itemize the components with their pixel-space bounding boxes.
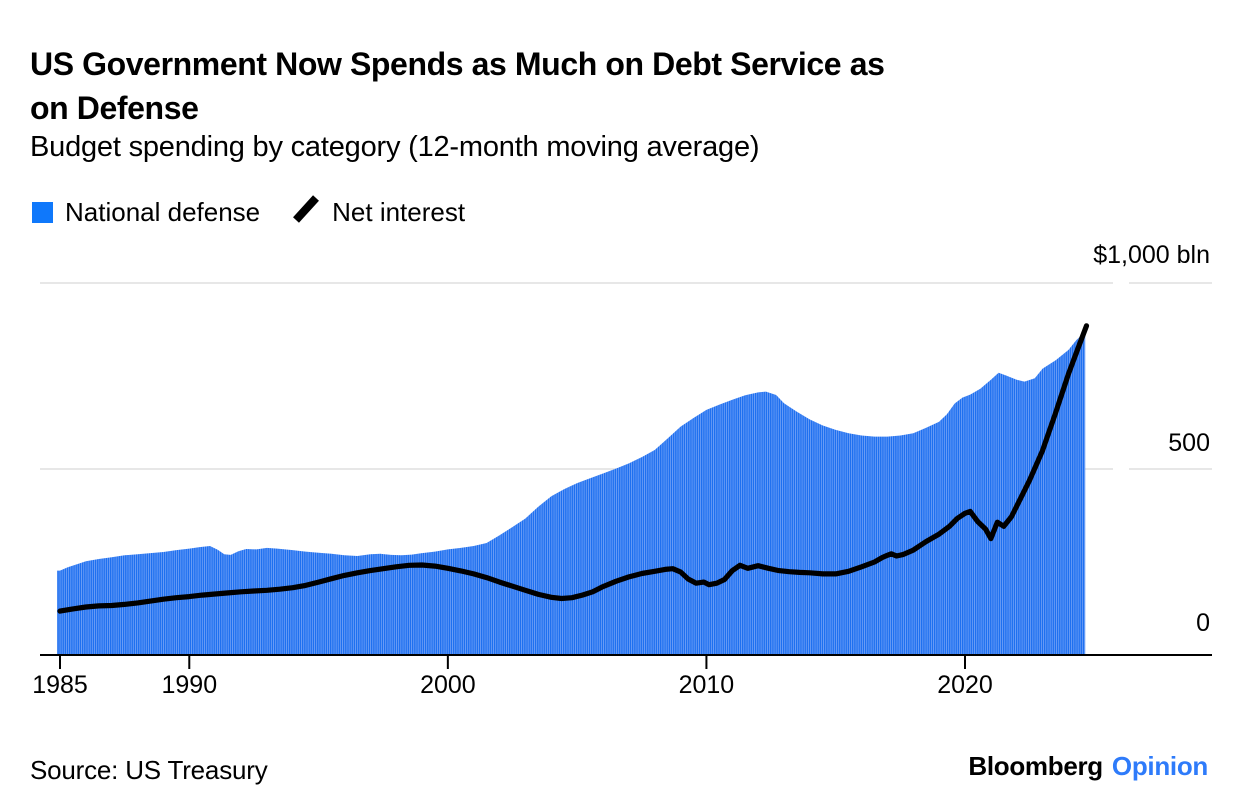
brand-bloomberg: Bloomberg — [968, 751, 1103, 781]
legend-label-national-defense: National defense — [65, 197, 261, 227]
y-axis-label-0: 0 — [1196, 609, 1210, 637]
chart-title: US Government Now Spends as Much on Debt… — [30, 42, 1110, 130]
net-interest-line — [57, 323, 1090, 614]
defense-swatch-icon — [32, 202, 53, 223]
chart-title-line1: US Government Now Spends as Much on Debt… — [30, 46, 885, 82]
line-slash-icon — [292, 194, 320, 231]
y-axis-label-500: 500 — [1168, 429, 1210, 457]
x-axis-label-1990: 1990 — [161, 671, 218, 699]
source-note: Source: US Treasury — [30, 755, 268, 785]
brand-opinion: Opinion — [1111, 751, 1208, 781]
defense-bars-area — [57, 331, 1086, 655]
x-axis-label-2000: 2000 — [420, 671, 476, 699]
y-axis-label-1000: $1,000 bln — [1093, 241, 1210, 269]
legend-item-national-defense: National defense — [32, 197, 260, 228]
x-axis-label-2010: 2010 — [678, 671, 735, 699]
chart-subtitle: Budget spending by category (12-month mo… — [30, 131, 760, 163]
x-axis-label-2020: 2020 — [937, 671, 993, 699]
legend-label-net-interest: Net interest — [332, 197, 466, 227]
legend: National defense Net interest — [32, 194, 465, 231]
chart-title-line2: on Defense — [30, 90, 199, 126]
bloomberg-opinion-logo: Bloomberg Opinion — [968, 751, 1208, 782]
x-axis-label-1985: 1985 — [32, 671, 88, 699]
legend-item-net-interest: Net interest — [274, 194, 465, 231]
